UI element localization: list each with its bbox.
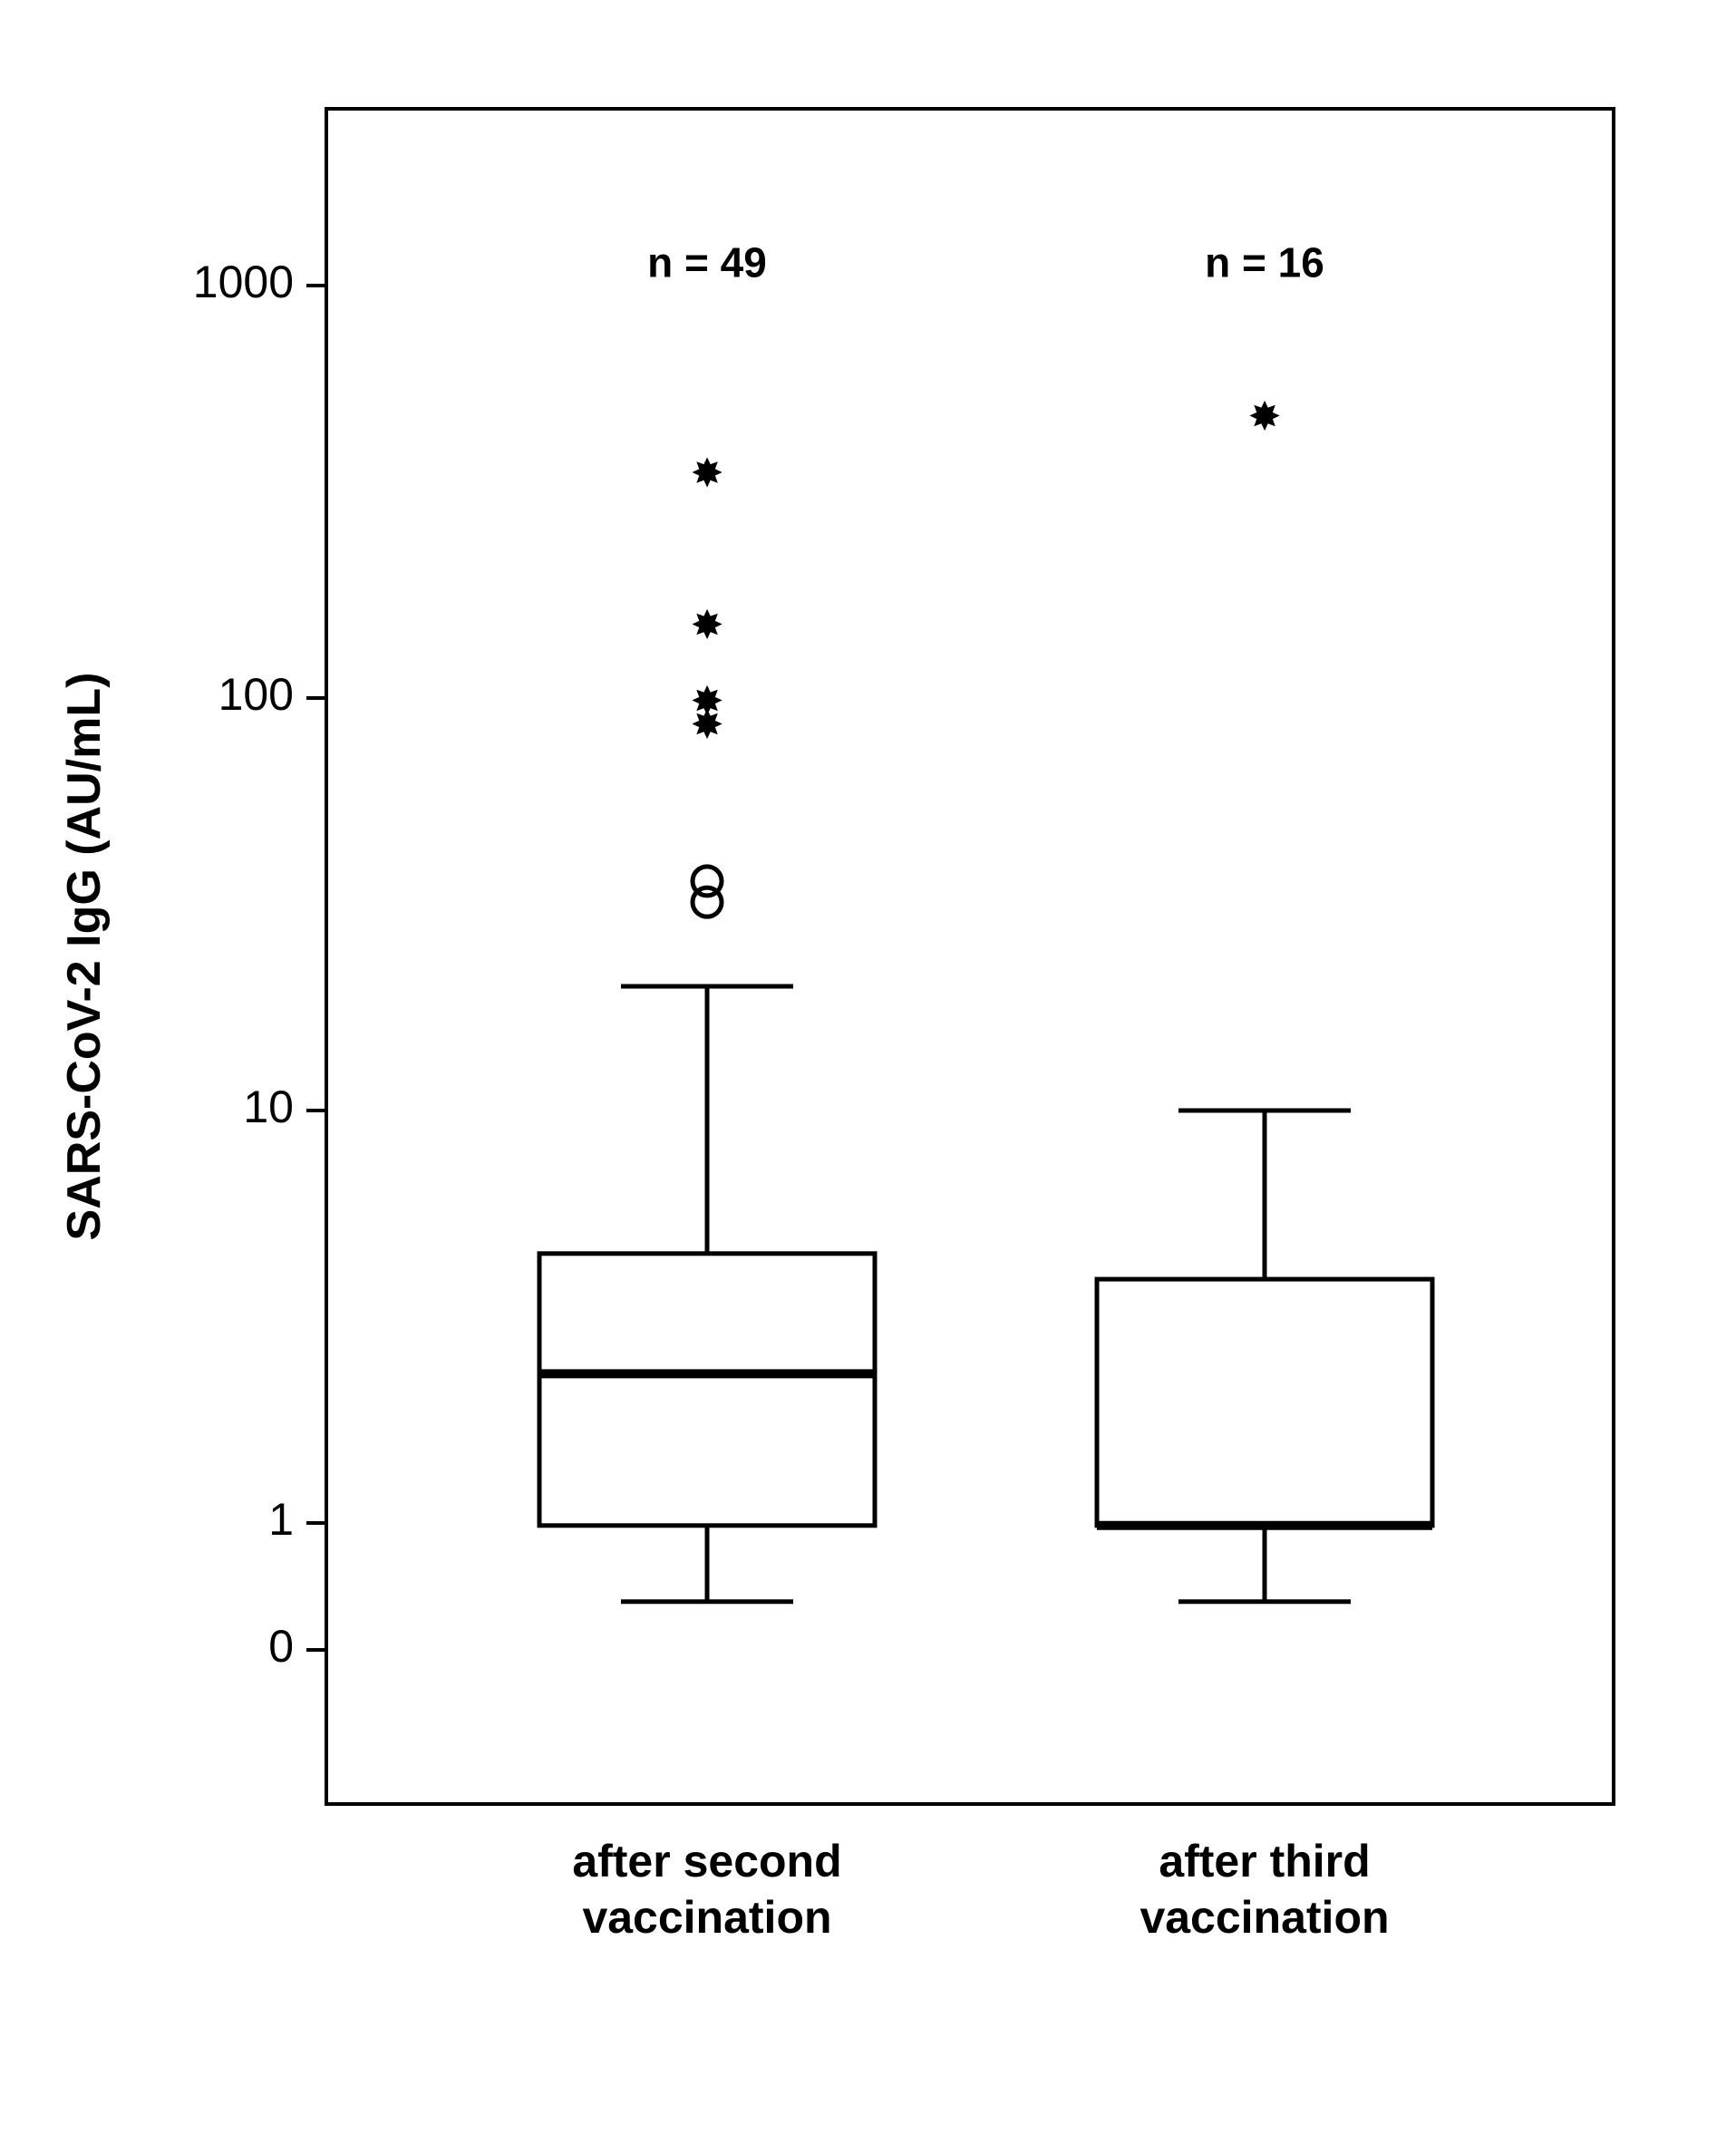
ytick-label: 1000	[193, 257, 294, 307]
x-category-label: vaccination	[582, 1892, 831, 1943]
n-label: n = 49	[647, 238, 767, 286]
x-category-label: after second	[572, 1836, 841, 1887]
chart-svg: 0 1 10 100 1000 SARS-CoV-2 IgG (AU/mL) n = 49 ✸…	[0, 0, 1736, 2134]
box	[1097, 1279, 1432, 1526]
x-category-label: after third	[1159, 1836, 1370, 1887]
y-axis-title: SARS-CoV-2 IgG (AU/mL)	[58, 673, 111, 1241]
x-category-label: vaccination	[1140, 1892, 1389, 1943]
box	[539, 1254, 875, 1526]
ytick-label: 100	[218, 669, 294, 720]
ytick-label: 0	[268, 1621, 294, 1672]
outlier-star: ✸	[691, 451, 724, 496]
boxplot-chart: 0 1 10 100 1000 SARS-CoV-2 IgG (AU/mL) n = 49 ✸…	[0, 0, 1736, 2134]
ytick-label: 1	[268, 1494, 294, 1545]
n-label: n = 16	[1205, 238, 1324, 286]
outlier-star: ✸	[691, 703, 724, 747]
outlier-star: ✸	[1248, 395, 1282, 440]
outlier-star: ✸	[691, 603, 724, 647]
ytick-label: 10	[243, 1082, 294, 1132]
